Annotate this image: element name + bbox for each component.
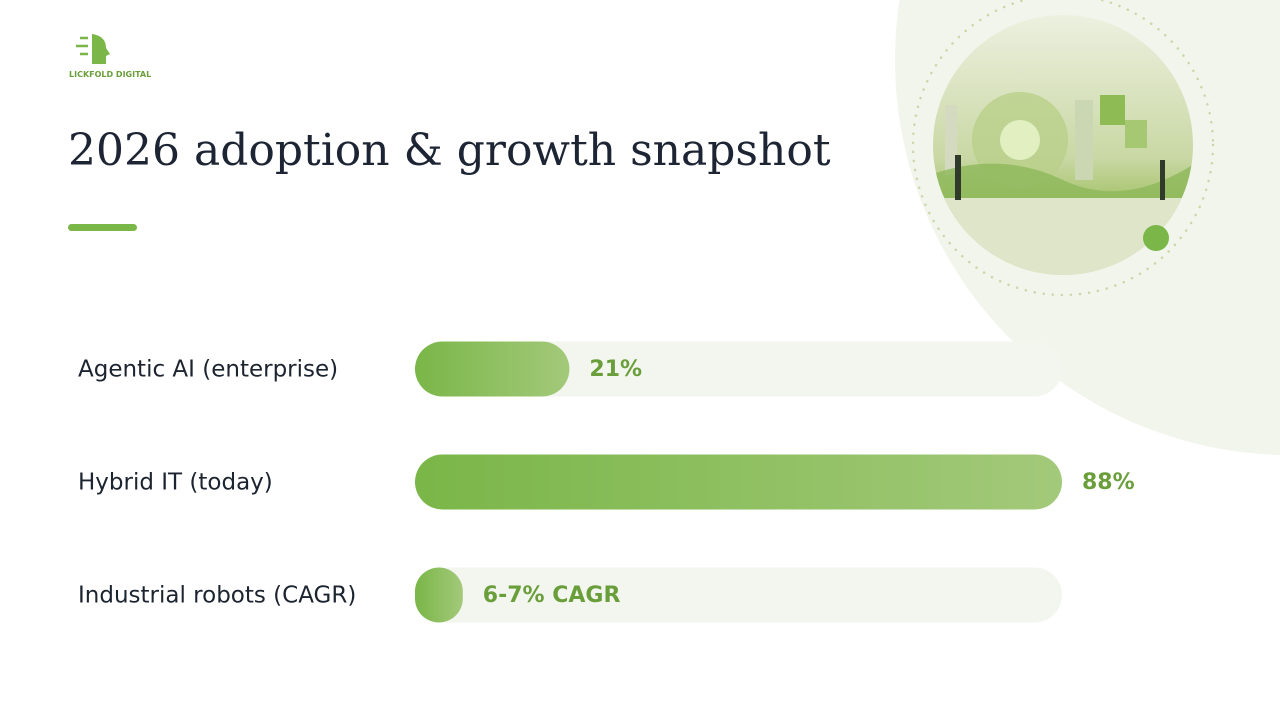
bar: [415, 567, 463, 623]
category-label: Industrial robots (CAGR): [78, 583, 356, 609]
bar-chart: Agentic AI (enterprise) 21% Hybrid IT (tod…: [78, 341, 1135, 623]
bar: [415, 454, 1062, 510]
category-label: Hybrid IT (today): [78, 470, 273, 496]
value-label: 21%: [589, 357, 642, 382]
value-label: 6-7% CAGR: [483, 583, 621, 608]
bar-track: [415, 341, 1062, 397]
bar: [415, 341, 570, 397]
hero-image: [933, 15, 1193, 275]
dotted-ring: [911, 0, 1215, 297]
logo: LICKFOLD DIGITAL: [69, 34, 151, 79]
accent-dot: [1143, 225, 1169, 251]
value-label: 88%: [1082, 470, 1135, 495]
category-label: Agentic AI (enterprise): [78, 357, 338, 383]
bar-track: [415, 567, 1062, 623]
brand-name: LICKFOLD DIGITAL: [69, 70, 151, 79]
title-underline: [68, 224, 137, 231]
chart-title: 2026 adoption & growth snapshot: [68, 125, 831, 176]
